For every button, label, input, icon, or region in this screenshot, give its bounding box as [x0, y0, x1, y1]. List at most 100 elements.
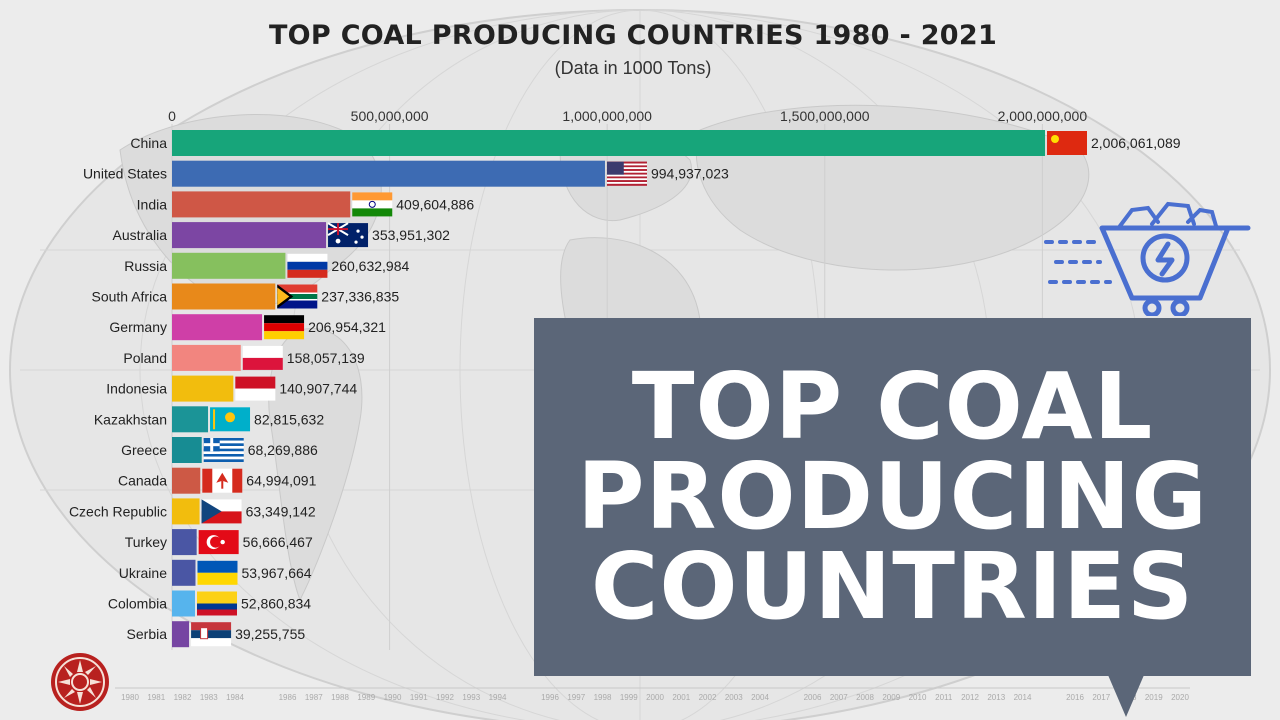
timeline-year-label: 1996: [541, 693, 559, 702]
bars: China 2,006,061,089 United States 994,937,0…: [69, 130, 1181, 648]
timeline-year-label: 2016: [1066, 693, 1084, 702]
category-label: Serbia: [127, 626, 168, 642]
value-label: 237,336,835: [321, 289, 399, 305]
turkey-flag: [198, 530, 239, 555]
timeline-year-label: 1992: [436, 693, 454, 702]
bar-row: Czech Republic 63,349,142: [69, 498, 316, 525]
bar-row: South Africa 237,336,835: [92, 283, 399, 310]
timeline-year-label: 2001: [672, 693, 690, 702]
timeline-year-label: 1988: [331, 693, 349, 702]
x-tick-label: 2,000,000,000: [998, 108, 1088, 124]
indonesia-flag: [235, 376, 276, 401]
value-label: 68,269,886: [248, 442, 318, 458]
value-label: 158,057,139: [287, 350, 365, 366]
australia-flag: [327, 222, 369, 248]
bar: [172, 590, 196, 617]
value-label: 39,255,755: [235, 626, 305, 642]
x-tick-label: 500,000,000: [351, 108, 429, 124]
timeline-year-label: 2019: [1145, 693, 1163, 702]
timeline-year-label: 1987: [305, 693, 323, 702]
value-label: 53,967,664: [241, 565, 311, 581]
bar: [172, 559, 196, 586]
bar: [172, 467, 201, 494]
timeline-year-label: 1991: [410, 693, 428, 702]
bar-row: United States 994,937,023: [83, 160, 729, 187]
bar: [172, 437, 202, 463]
category-label: Germany: [109, 319, 167, 335]
timeline-year-label: 1997: [567, 693, 585, 702]
timeline-year-label: 1998: [594, 693, 612, 702]
timeline-year-label: 2003: [725, 693, 743, 702]
value-label: 206,954,321: [308, 319, 386, 335]
category-label: Czech Republic: [69, 503, 167, 519]
category-label: India: [137, 196, 168, 212]
x-tick-label: 0: [168, 108, 176, 124]
bar: [172, 314, 263, 341]
timeline-year-label: 2008: [856, 693, 874, 702]
bar-row: Serbia 39,255,755: [127, 621, 305, 648]
timeline-year-label: 1990: [384, 693, 402, 702]
timeline-year-label: 2000: [646, 693, 664, 702]
year-timeline: 1980 1981 1982 1983 1984 1986 1987 1988 1989 1990…: [115, 687, 1190, 702]
timeline-year-label: 1981: [147, 693, 165, 702]
timeline-year-label: 1982: [174, 693, 192, 702]
timeline-year-label: 1980: [121, 693, 139, 702]
bar-row: Turkey 56,666,467: [125, 529, 313, 556]
category-label: Ukraine: [119, 565, 167, 581]
bar-row: Kazakhstan 82,815,632: [94, 406, 324, 433]
bar-row: Canada 64,994,091: [118, 467, 317, 494]
timeline-year-label: 2002: [699, 693, 717, 702]
russia-flag: [287, 253, 328, 278]
timeline-year-label: 2012: [961, 693, 979, 702]
bar-row: Russia 260,632,984: [124, 252, 409, 279]
bar-row: Indonesia 140,907,744: [106, 375, 357, 402]
timeline-year-label: 1983: [200, 693, 218, 702]
poland-flag: [242, 345, 283, 370]
chart-subtitle: (Data in 1000 Tons): [554, 58, 712, 78]
timeline-year-label: 1989: [357, 693, 375, 702]
title-overlay-box: TOP COAL PRODUCING COUNTRIES: [534, 318, 1251, 676]
bar-row: China 2,006,061,089: [130, 130, 1181, 156]
value-label: 353,951,302: [372, 227, 450, 243]
x-tick-label: 1,000,000,000: [562, 108, 652, 124]
overlay-pointer: [1108, 675, 1144, 717]
timeline-year-label: 1993: [462, 693, 480, 702]
category-label: Colombia: [108, 596, 167, 612]
overlay-line-1: TOP COAL: [631, 353, 1154, 460]
overlay-line-3: COUNTRIES: [590, 533, 1195, 640]
timeline-year-label: 2006: [804, 693, 822, 702]
bar: [172, 621, 190, 648]
timeline-year-label: 2010: [909, 693, 927, 702]
value-label: 260,632,984: [331, 258, 409, 274]
bar: [172, 222, 327, 249]
value-label: 2,006,061,089: [1091, 135, 1181, 151]
timeline-year-label: 2020: [1171, 693, 1189, 702]
germany-flag: [264, 315, 305, 340]
timeline-year-label: 1984: [226, 693, 244, 702]
value-label: 52,860,834: [241, 596, 311, 612]
timeline-year-label: 2017: [1092, 693, 1110, 702]
category-label: Greece: [121, 442, 167, 458]
india-flag: [352, 192, 393, 217]
bar-row: Greece 68,269,886: [121, 437, 318, 463]
value-label: 140,907,744: [279, 381, 357, 397]
bar: [172, 344, 241, 371]
timeline-year-label: 1986: [279, 693, 297, 702]
bar: [172, 160, 605, 187]
category-label: Australia: [113, 227, 168, 243]
overlay-line-2: PRODUCING: [577, 443, 1208, 550]
czech-flag: [201, 499, 242, 524]
bar: [172, 529, 197, 556]
category-label: Canada: [118, 473, 167, 489]
kazakhstan-flag: [210, 407, 251, 432]
value-label: 82,815,632: [254, 411, 324, 427]
timeline-year-label: 2007: [830, 693, 848, 702]
bar: [172, 283, 276, 310]
bar-row: Germany 206,954,321: [109, 314, 386, 341]
category-label: South Africa: [92, 289, 168, 305]
bar: [172, 498, 200, 525]
bar: [172, 191, 351, 218]
category-label: Indonesia: [106, 381, 167, 397]
bar: [172, 252, 286, 279]
